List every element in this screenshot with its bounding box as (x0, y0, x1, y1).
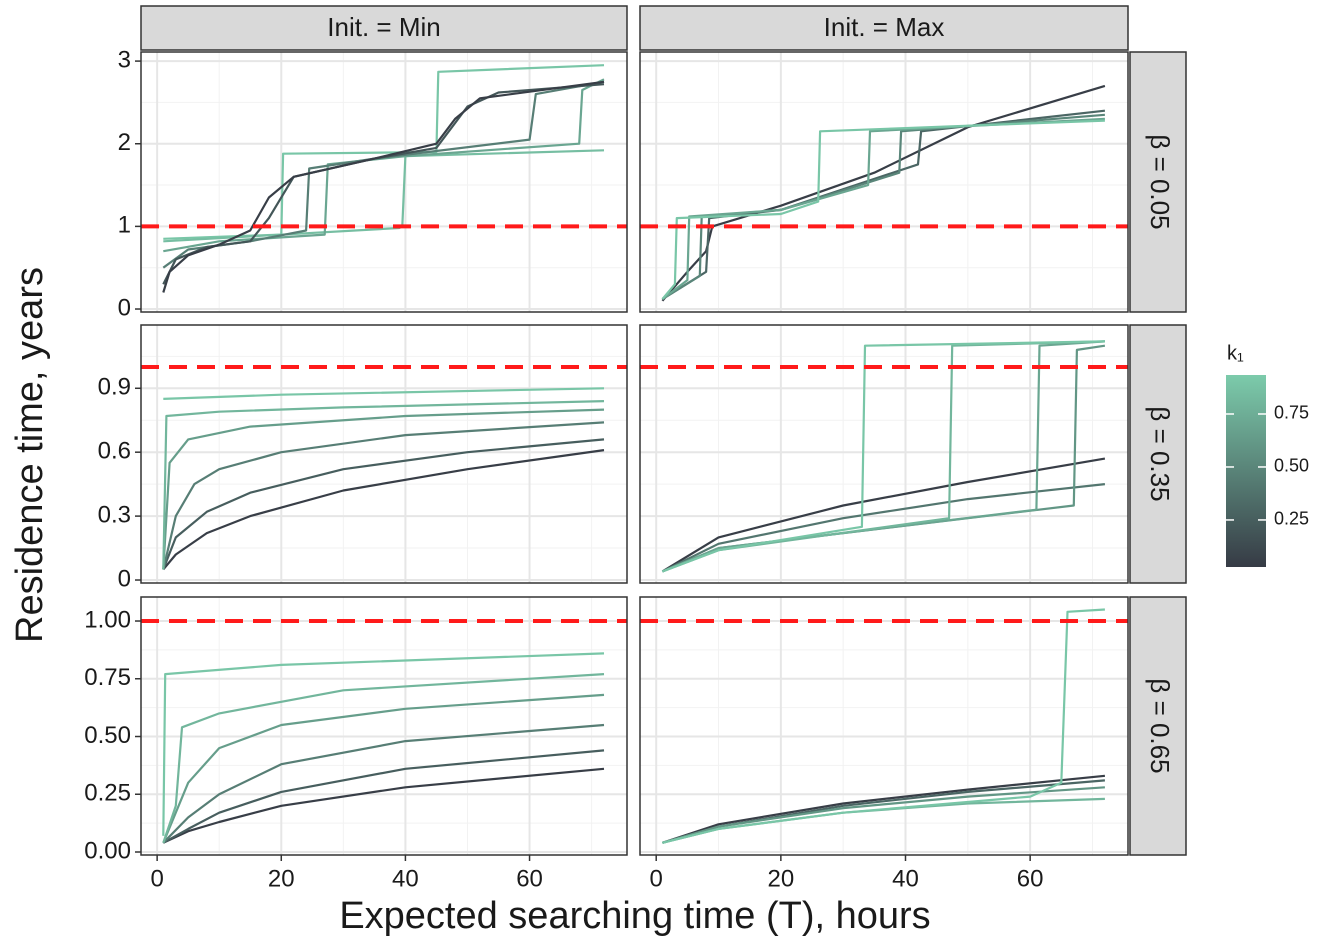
x-tick-label: 60 (516, 865, 543, 892)
series-line (162, 673, 605, 844)
y-tick-label: 0.3 (98, 501, 131, 528)
panel-background (141, 325, 627, 583)
series-line (661, 117, 1105, 300)
panel-background (640, 325, 1128, 583)
colorbar-title: k₁ (1227, 342, 1244, 364)
panel-background (640, 52, 1128, 312)
series-line (661, 457, 1106, 573)
panel-border (639, 596, 1129, 856)
facet-strip (140, 5, 628, 51)
x-tick-label: 20 (768, 865, 795, 892)
colorbar-tick-label: 0.25 (1274, 509, 1309, 529)
facet-strip (1129, 324, 1187, 584)
panel-background (141, 52, 627, 312)
facet-strip (639, 5, 1129, 51)
series-line (163, 387, 605, 400)
y-axis-title: Residence time, years (9, 267, 51, 643)
colorbar-tick-label: 0.75 (1274, 403, 1309, 423)
panel-border (140, 596, 628, 856)
y-tick-label: 0.6 (98, 438, 131, 465)
x-tick-label: 20 (268, 865, 295, 892)
y-tick-label: 0 (118, 565, 131, 592)
y-tick-label: 0.25 (84, 780, 131, 807)
x-tick-label: 0 (150, 865, 163, 892)
series-line (661, 483, 1106, 573)
colorbar-tick-label: 0.50 (1274, 456, 1309, 476)
y-tick-label: 3 (118, 46, 131, 73)
y-tick-label: 2 (118, 129, 131, 156)
series-line (162, 421, 605, 570)
series-line (661, 340, 1105, 573)
series-line (162, 652, 605, 836)
facet-label: Init. = Min (327, 12, 440, 42)
x-tick-label: 0 (650, 865, 663, 892)
y-tick-label: 0.75 (84, 664, 131, 691)
facet-strip (1129, 596, 1187, 856)
series-line (162, 749, 605, 844)
x-tick-label: 60 (1017, 865, 1044, 892)
y-tick-label: 1.00 (84, 606, 131, 633)
y-tick-label: 0.9 (98, 374, 131, 401)
y-tick-label: 1 (118, 212, 131, 239)
panel-border (639, 51, 1129, 313)
series-line (662, 340, 1105, 573)
series-line (662, 608, 1105, 844)
series-line (162, 438, 605, 570)
series-line (162, 693, 605, 844)
panel-border (639, 324, 1129, 584)
y-tick-label: 0.00 (84, 837, 131, 864)
facet-label: Init. = Max (824, 12, 945, 42)
y-tick-label: 0.50 (84, 722, 131, 749)
x-axis-title: Expected searching time (T), hours (339, 895, 930, 937)
series-line (162, 723, 605, 844)
series-line (661, 119, 1105, 300)
series-line (162, 408, 605, 570)
panel-border (140, 51, 628, 313)
panel-border (140, 324, 628, 584)
facet-strip (1129, 51, 1187, 313)
facet-label: β = 0.65 (1145, 678, 1175, 773)
series-line (162, 400, 605, 570)
series-line (162, 767, 605, 844)
series-line (162, 449, 605, 571)
series-line (662, 774, 1106, 844)
facet-label: β = 0.35 (1145, 406, 1175, 501)
series-line (162, 80, 605, 293)
x-tick-label: 40 (392, 865, 419, 892)
colorbar (1226, 375, 1266, 567)
series-line (662, 786, 1105, 844)
x-tick-label: 40 (892, 865, 919, 892)
panel-background (640, 597, 1128, 855)
facet-label: β = 0.05 (1145, 134, 1175, 229)
y-tick-label: 0 (118, 294, 131, 321)
